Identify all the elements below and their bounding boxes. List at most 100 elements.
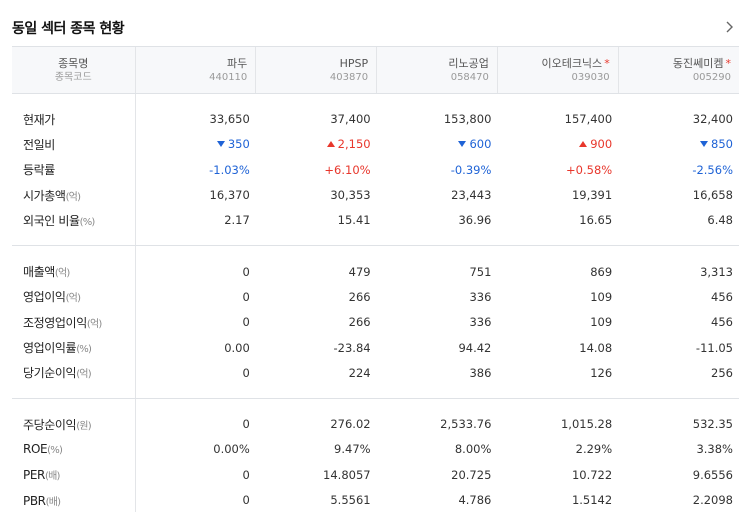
value-cell: 350 <box>135 132 256 157</box>
cell-value: -2.56% <box>692 162 733 177</box>
cell-value: 23,443 <box>451 188 492 203</box>
value-cell: 19,391 <box>497 182 618 207</box>
stock-name-link[interactable]: 이오테크닉스 <box>541 56 603 70</box>
row-label-text: 영업이익률 <box>23 341 77 356</box>
value-cell: 3,313 <box>618 259 739 284</box>
table-row-eps: 주당순이익(원) 0 276.02 2,533.76 1,015.28 532.35 <box>12 411 739 437</box>
value-cell: 9.47% <box>256 437 377 462</box>
value-cell: 8.00% <box>377 437 498 462</box>
value-cell: 1.5142 <box>497 487 618 512</box>
value-cell: 266 <box>256 310 377 335</box>
stock-column-header[interactable]: 파두 440110 <box>134 46 256 94</box>
table-row-op-margin: 영업이익률(%) 0.00 -23.84 94.42 14.08 -11.05 <box>12 334 739 361</box>
cell-value: 350 <box>227 137 250 152</box>
value-cell: -23.84 <box>256 335 377 360</box>
row-label: 주당순이익(원) <box>12 411 136 437</box>
row-label-text: 현재가 <box>23 112 55 127</box>
row-unit: (억) <box>76 369 91 381</box>
row-unit: (억) <box>86 318 102 330</box>
stock-code-header: 종목코드 <box>54 71 92 83</box>
stock-code: 005290 <box>692 71 731 83</box>
table-body: 현재가 33,650 37,400 153,800 157,400 32,400 전일비 35… <box>12 93 739 512</box>
stock-name-link[interactable]: 동진쎄미켐 <box>672 56 724 70</box>
value-cell: 751 <box>377 259 498 284</box>
cell-value: 266 <box>348 315 371 330</box>
value-cell: 0 <box>135 310 256 335</box>
stock-code: 039030 <box>571 71 610 83</box>
cell-value: 869 <box>590 264 613 279</box>
cell-value: 109 <box>590 315 613 330</box>
cell-value: 0 <box>242 315 250 330</box>
cell-value: -0.39% <box>450 162 492 177</box>
value-cell: 456 <box>618 284 739 309</box>
value-cell: 4.786 <box>377 487 498 512</box>
table-row-op-income: 영업이익(억) 0 266 336 109 456 <box>12 284 739 310</box>
cell-value: 751 <box>469 264 492 279</box>
value-cell: 2,533.76 <box>377 411 498 436</box>
table-row-price: 현재가 33,650 37,400 153,800 157,400 32,400 <box>12 106 739 132</box>
cell-value: 479 <box>348 264 371 279</box>
cell-value: +6.10% <box>324 162 371 177</box>
cell-value: 2.29% <box>575 442 613 457</box>
value-cell: 109 <box>497 284 618 309</box>
cell-value: 153,800 <box>443 112 492 127</box>
row-label-text: 주당순이익 <box>23 417 77 432</box>
cell-value: 0 <box>242 417 250 432</box>
header-label-cell: 종목명 종목코드 <box>12 46 135 94</box>
value-cell: 456 <box>618 310 739 335</box>
table-row-foreign: 외국인 비율(%) 2.17 15.41 36.96 16.65 6.48 <box>12 207 739 233</box>
value-cell: 869 <box>497 259 618 284</box>
star-icon: * <box>725 56 732 70</box>
row-unit: (%) <box>47 445 63 457</box>
row-label-text: 시가총액 <box>23 188 66 203</box>
cell-value: 94.42 <box>458 340 492 355</box>
value-cell: -1.03% <box>135 157 256 182</box>
cell-value: 37,400 <box>330 112 371 127</box>
cell-value: 336 <box>469 289 492 304</box>
group-separator <box>12 385 739 399</box>
value-cell: 6.48 <box>618 208 739 233</box>
cell-value: 5.5561 <box>330 493 371 507</box>
cell-value: 16.65 <box>579 213 613 228</box>
table-row-roe: ROE(%) 0.00% 9.47% 8.00% 2.29% 3.38% <box>12 436 739 463</box>
table-row-change: 전일비 350 2,150 600 900 850 <box>12 131 739 158</box>
value-cell: 15.41 <box>256 208 377 233</box>
row-unit: (%) <box>79 216 96 228</box>
stock-name-link[interactable]: HPSP <box>339 56 369 70</box>
value-cell: -11.05 <box>618 335 739 360</box>
cell-value: 36.96 <box>458 213 492 228</box>
row-label: 외국인 비율(%) <box>12 207 136 233</box>
cell-value: -23.84 <box>333 340 371 355</box>
stock-column-header[interactable]: HPSP 403870 <box>255 46 377 94</box>
value-cell: 256 <box>618 360 739 385</box>
row-label: 매출액(억) <box>12 258 136 285</box>
row-label-text: 등락률 <box>23 163 55 178</box>
value-cell: 2.2098 <box>618 487 739 512</box>
value-cell: 0.00 <box>135 335 256 360</box>
row-label-text: ROE <box>23 442 48 457</box>
value-cell: 2.29% <box>497 437 618 462</box>
triangle-down-icon <box>216 141 225 148</box>
cell-value: 10.722 <box>571 467 613 482</box>
cell-value: 15.41 <box>337 213 371 228</box>
chevron-right-icon[interactable] <box>723 20 737 34</box>
stock-column-header[interactable]: 이오테크닉스 * 039030 <box>496 46 619 94</box>
row-label: 시가총액(억) <box>12 182 136 208</box>
cell-value: 2.2098 <box>692 493 733 507</box>
row-label-text: PER <box>23 468 45 483</box>
stock-name-link[interactable]: 리노공업 <box>448 56 489 70</box>
row-label: 영업이익(억) <box>12 284 136 310</box>
sector-comparison-table: 종목명 종목코드 파두 440110 HPSP 403870 리노공업 0584… <box>12 46 739 512</box>
stock-name-link[interactable]: 파두 <box>227 56 248 70</box>
value-cell: 30,353 <box>256 182 377 207</box>
table-row-adj-op-income: 조정영업이익(억) 0 266 336 109 456 <box>12 309 739 335</box>
cell-value: 0 <box>242 289 250 304</box>
cell-value: -1.03% <box>209 162 250 177</box>
cell-value: 14.08 <box>579 340 613 355</box>
stock-column-header[interactable]: 동진쎄미켐 * 005290 <box>617 46 739 94</box>
table-header-row: 종목명 종목코드 파두 440110 HPSP 403870 리노공업 0584… <box>12 46 739 94</box>
stock-column-header[interactable]: 리노공업 058470 <box>376 46 498 94</box>
row-unit: (원) <box>76 420 91 432</box>
cell-value: 336 <box>469 315 492 330</box>
row-unit: (억) <box>54 268 70 280</box>
